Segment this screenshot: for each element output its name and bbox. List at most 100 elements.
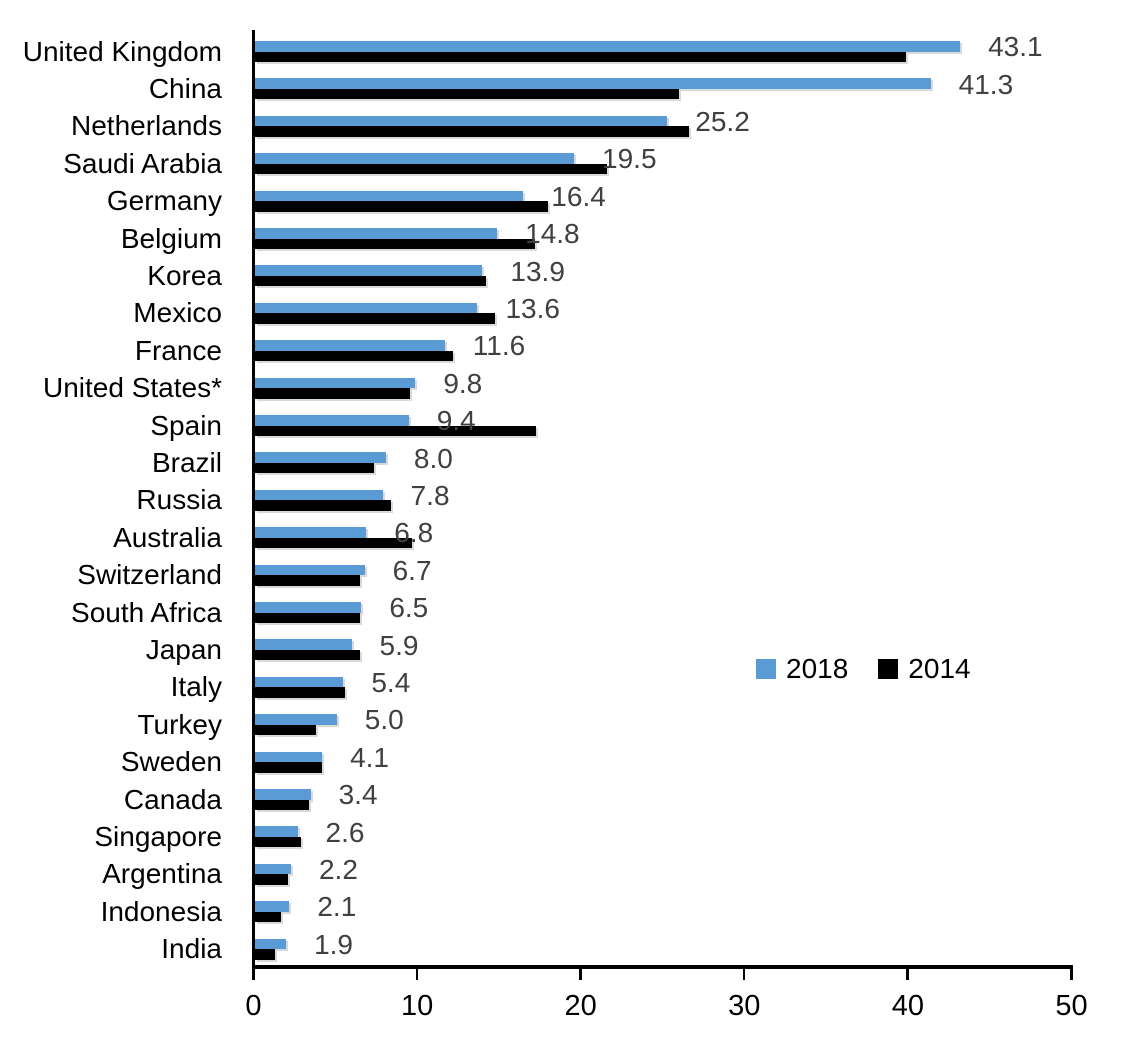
bar-2014 <box>255 163 607 175</box>
value-label: 8.0 <box>413 442 453 474</box>
value-label: 6.7 <box>392 554 432 586</box>
bar-2018 <box>255 751 323 763</box>
bar-2018 <box>255 415 409 426</box>
y-axis-line <box>252 30 255 969</box>
category-label: Switzerland <box>77 559 222 591</box>
value-label: 5.4 <box>371 667 411 699</box>
category-label: Italy <box>170 671 222 703</box>
category-label: South Africa <box>71 596 222 628</box>
bar-2018 <box>255 115 668 127</box>
legend-label: 2014 <box>908 653 971 684</box>
category-label: Mexico <box>133 297 222 329</box>
legend: 2018 2014 <box>756 655 971 683</box>
bar-2014 <box>255 126 689 137</box>
bar-2014 <box>255 612 360 623</box>
x-tick-label: 30 <box>728 990 761 1022</box>
x-tick-mark <box>742 969 746 980</box>
category-label: Japan <box>145 633 222 665</box>
bar-2018 <box>255 527 367 538</box>
category-label: United Kingdom <box>22 35 222 67</box>
bar-2018 <box>255 714 337 725</box>
x-tick-label: 40 <box>891 990 925 1022</box>
category-label: Russia <box>136 484 222 516</box>
category-label: Spain <box>150 409 222 441</box>
bar-2018 <box>255 41 961 52</box>
bar-2018 <box>255 228 498 239</box>
bar-2014 <box>255 51 907 62</box>
bar-2014 <box>255 799 309 810</box>
value-label: 7.8 <box>410 480 450 512</box>
value-label: 13.6 <box>505 293 560 325</box>
value-label: 9.8 <box>443 367 483 399</box>
bar-2018 <box>255 190 524 202</box>
bar-2014 <box>255 575 360 586</box>
bar-2014 <box>255 462 375 474</box>
category-label: Brazil <box>151 446 222 478</box>
category-label: Turkey <box>137 708 222 740</box>
category-label: India <box>161 933 222 965</box>
category-axis-labels: United Kingdom China Netherlands Saudi Arab… <box>0 30 222 965</box>
x-tick-label: 50 <box>1055 990 1088 1022</box>
bar-2014 <box>255 500 391 511</box>
x-tick-mark <box>579 969 582 980</box>
bar-2018 <box>255 340 445 351</box>
bar-2018 <box>255 452 386 463</box>
x-tick-label: 10 <box>400 990 434 1022</box>
category-label: France <box>134 334 222 366</box>
category-label: Argentina <box>102 858 222 890</box>
legend-label: 2018 <box>786 653 849 684</box>
legend-swatch-icon <box>878 659 899 679</box>
bar-2014 <box>255 88 679 100</box>
bar-2014 <box>255 762 323 773</box>
category-label: Indonesia <box>100 895 222 927</box>
bar-2014 <box>255 275 486 287</box>
bar-2014 <box>255 238 535 249</box>
bar-2014 <box>255 724 316 736</box>
category-label: Belgium <box>120 222 222 254</box>
bar-2018 <box>255 78 931 89</box>
category-label: Canada <box>123 783 222 815</box>
bar-2014 <box>255 874 288 885</box>
bar-2018 <box>255 564 365 576</box>
legend-entry-2014: 2014 <box>878 653 971 684</box>
category-label: Korea <box>147 259 222 291</box>
value-label: 19.5 <box>602 143 657 175</box>
category-label: United States* <box>43 372 222 404</box>
x-tick-mark <box>906 969 909 980</box>
bar-2014 <box>255 537 413 549</box>
value-label: 1.9 <box>314 928 354 960</box>
category-label: China <box>148 72 222 104</box>
bar-2018 <box>255 153 575 164</box>
category-label: Australia <box>113 521 222 553</box>
bar-2018 <box>255 938 287 950</box>
category-label: Netherlands <box>71 110 222 142</box>
value-label: 41.3 <box>958 68 1014 100</box>
bar-2018 <box>255 863 291 875</box>
value-label: 43.1 <box>988 31 1043 63</box>
bar-2014 <box>255 687 345 698</box>
x-tick-mark <box>415 969 419 980</box>
value-label: 5.9 <box>379 629 419 661</box>
value-label: 6.5 <box>389 592 429 624</box>
x-tick-label: 0 <box>245 990 262 1022</box>
value-label: 4.1 <box>350 741 389 773</box>
bar-2018 <box>255 676 344 688</box>
bar-2014 <box>255 949 275 960</box>
bar-2014 <box>255 201 548 212</box>
category-label: Germany <box>106 185 222 217</box>
bar-2018 <box>255 901 290 912</box>
value-label: 13.9 <box>510 255 565 287</box>
bar-2018 <box>255 602 362 613</box>
bar-2014 <box>255 425 537 436</box>
bar-2018 <box>255 265 483 276</box>
bar-2018 <box>255 489 383 501</box>
bar-2018 <box>255 826 298 837</box>
bar-2014 <box>255 388 411 399</box>
value-label: 16.4 <box>551 180 606 212</box>
value-label: 3.4 <box>338 779 378 811</box>
category-label: Singapore <box>94 820 222 852</box>
legend-swatch-icon <box>756 659 776 679</box>
bar-2014 <box>255 911 282 923</box>
value-label: 14.8 <box>525 218 580 250</box>
